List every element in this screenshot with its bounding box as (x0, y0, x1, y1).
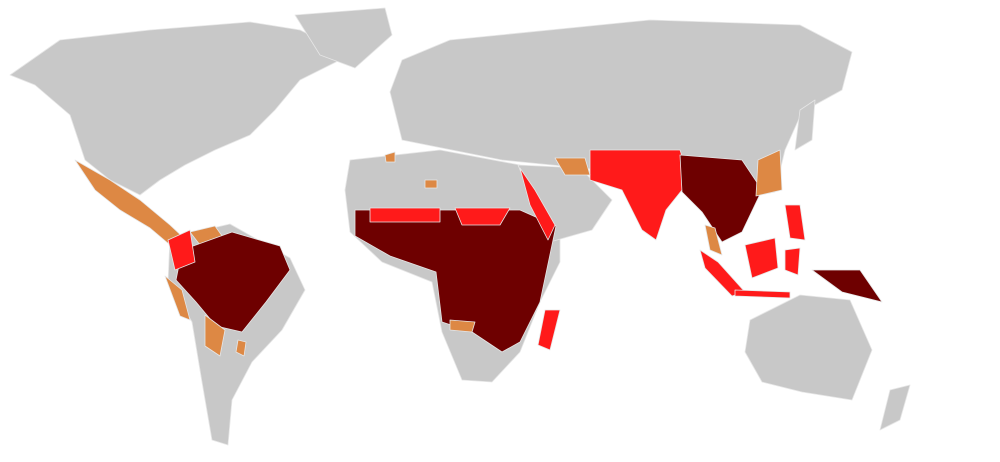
zone-madagascar (537, 309, 561, 351)
zone-sudan (454, 207, 511, 226)
zone-angola-south (449, 319, 476, 333)
greenland (294, 7, 393, 69)
new-zealand (879, 384, 911, 431)
zone-sumatra (699, 249, 746, 297)
zone-philippines (784, 204, 806, 241)
zone-peru (164, 275, 191, 321)
zone-malaysia (704, 224, 723, 256)
zone-borneo (744, 237, 779, 279)
zone-sahel (369, 207, 441, 223)
zone-iran (554, 157, 591, 176)
north-america (9, 21, 341, 196)
zone-colombia (167, 229, 196, 271)
japan (794, 99, 816, 151)
australia (744, 294, 873, 401)
zone-south-china (755, 149, 783, 197)
zone-paraguay (235, 339, 247, 357)
zones-layer (74, 149, 883, 357)
eurasia (389, 19, 853, 203)
zone-sulawesi (784, 247, 801, 276)
zone-north-africa-2 (424, 179, 438, 189)
zone-papua (811, 269, 883, 303)
zone-north-africa-1 (384, 151, 396, 163)
zone-arabia-coast (519, 167, 556, 241)
zone-bolivia (204, 314, 226, 357)
zone-java (734, 289, 791, 299)
zone-brazil (175, 231, 291, 333)
zone-southeast-asia (679, 154, 763, 243)
